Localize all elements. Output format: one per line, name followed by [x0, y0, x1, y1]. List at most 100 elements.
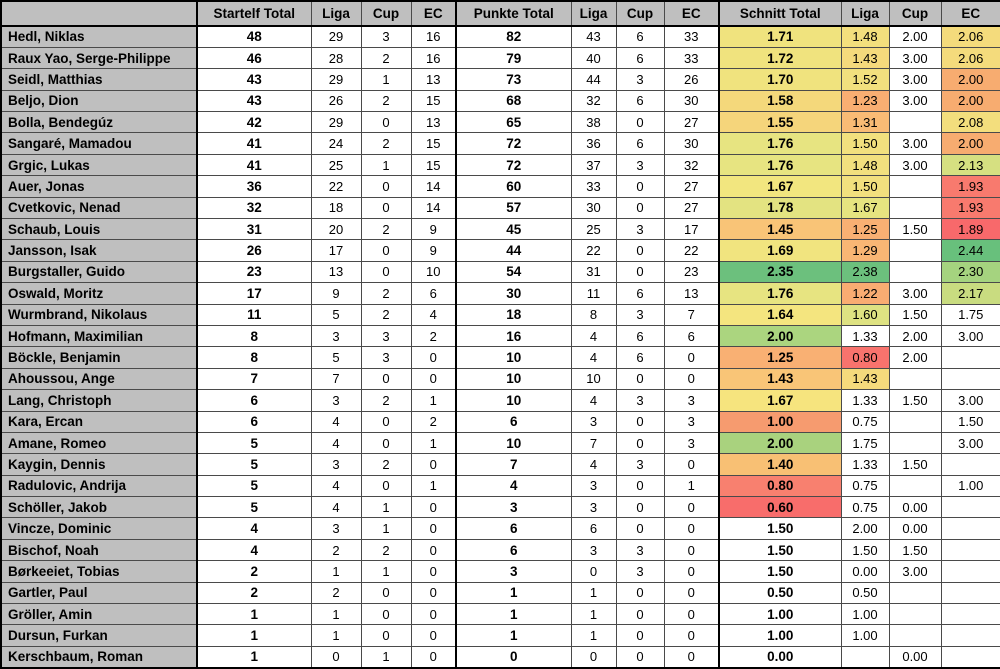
cell-schnitt-cup[interactable] [888, 603, 942, 626]
cell-startelf-liga[interactable]: 24 [310, 132, 362, 155]
cell-punkte-total[interactable]: 6 [455, 517, 572, 540]
column-header-schnitt-ec[interactable]: EC [940, 0, 1000, 27]
player-name-cell[interactable]: Grgic, Lukas [0, 153, 198, 177]
cell-schnitt-total[interactable]: 1.58 [718, 89, 842, 113]
cell-punkte-cup[interactable]: 0 [615, 645, 665, 669]
cell-schnitt-total[interactable]: 1.25 [718, 346, 842, 369]
cell-schnitt-total[interactable]: 1.67 [718, 389, 842, 412]
cell-punkte-cup[interactable]: 0 [615, 431, 665, 455]
cell-schnitt-liga[interactable]: 1.33 [840, 389, 890, 412]
cell-startelf-total[interactable]: 2 [196, 581, 312, 605]
cell-punkte-ec[interactable]: 30 [663, 132, 720, 155]
cell-punkte-ec[interactable]: 26 [663, 68, 720, 91]
player-name-cell[interactable]: Sangaré, Mamadou [0, 132, 198, 155]
cell-startelf-cup[interactable]: 2 [360, 218, 412, 241]
cell-startelf-cup[interactable]: 0 [360, 603, 412, 626]
cell-punkte-total[interactable]: 1 [455, 603, 572, 626]
cell-schnitt-ec[interactable]: 3.00 [940, 431, 1000, 455]
player-name-cell[interactable]: Auer, Jonas [0, 175, 198, 198]
cell-startelf-liga[interactable]: 18 [310, 196, 362, 220]
cell-punkte-ec[interactable]: 0 [663, 603, 720, 626]
player-name-cell[interactable]: Schaub, Louis [0, 218, 198, 241]
cell-startelf-cup[interactable]: 0 [360, 624, 412, 647]
cell-schnitt-ec[interactable]: 1.89 [940, 218, 1000, 241]
player-name-cell[interactable]: Schöller, Jakob [0, 496, 198, 519]
cell-schnitt-cup[interactable] [888, 624, 942, 647]
cell-schnitt-liga[interactable]: 1.48 [840, 153, 890, 177]
cell-schnitt-total[interactable]: 1.40 [718, 453, 842, 476]
cell-punkte-ec[interactable]: 0 [663, 645, 720, 669]
cell-schnitt-total[interactable]: 2.35 [718, 260, 842, 284]
player-name-cell[interactable]: Gröller, Amin [0, 603, 198, 626]
cell-punkte-cup[interactable]: 0 [615, 603, 665, 626]
cell-startelf-liga[interactable]: 20 [310, 218, 362, 241]
cell-schnitt-ec[interactable]: 2.00 [940, 68, 1000, 91]
cell-startelf-ec[interactable]: 0 [410, 645, 457, 669]
cell-schnitt-liga[interactable]: 1.33 [840, 453, 890, 476]
column-header-schnitt-cup[interactable]: Cup [888, 0, 942, 27]
cell-startelf-cup[interactable]: 0 [360, 260, 412, 284]
cell-schnitt-ec[interactable] [940, 453, 1000, 476]
cell-punkte-total[interactable]: 18 [455, 303, 572, 326]
cell-startelf-ec[interactable]: 2 [410, 324, 457, 348]
cell-schnitt-liga[interactable]: 1.31 [840, 111, 890, 134]
cell-schnitt-total[interactable]: 2.00 [718, 431, 842, 455]
cell-schnitt-cup[interactable] [888, 239, 942, 262]
cell-schnitt-cup[interactable]: 1.50 [888, 303, 942, 326]
cell-schnitt-total[interactable]: 1.76 [718, 282, 842, 305]
cell-punkte-cup[interactable]: 0 [615, 175, 665, 198]
cell-punkte-ec[interactable]: 30 [663, 89, 720, 113]
cell-schnitt-liga[interactable]: 1.00 [840, 624, 890, 647]
cell-startelf-cup[interactable]: 3 [360, 324, 412, 348]
cell-schnitt-liga[interactable]: 1.50 [840, 132, 890, 155]
cell-schnitt-ec[interactable] [940, 560, 1000, 583]
cell-startelf-ec[interactable]: 0 [410, 453, 457, 476]
player-name-cell[interactable]: Radulovic, Andrija [0, 474, 198, 498]
cell-punkte-ec[interactable]: 33 [663, 46, 720, 70]
cell-schnitt-cup[interactable] [888, 410, 942, 433]
cell-schnitt-total[interactable]: 1.67 [718, 175, 842, 198]
cell-schnitt-liga[interactable]: 1.25 [840, 218, 890, 241]
cell-startelf-liga[interactable]: 13 [310, 260, 362, 284]
cell-punkte-total[interactable]: 10 [455, 346, 572, 369]
cell-startelf-ec[interactable]: 14 [410, 196, 457, 220]
cell-startelf-cup[interactable]: 3 [360, 25, 412, 48]
cell-schnitt-ec[interactable]: 2.00 [940, 89, 1000, 113]
cell-punkte-cup[interactable]: 0 [615, 196, 665, 220]
cell-punkte-liga[interactable]: 30 [570, 196, 617, 220]
cell-startelf-ec[interactable]: 0 [410, 581, 457, 605]
cell-schnitt-cup[interactable]: 2.00 [888, 346, 942, 369]
cell-startelf-liga[interactable]: 3 [310, 453, 362, 476]
cell-startelf-liga[interactable]: 5 [310, 303, 362, 326]
cell-punkte-ec[interactable]: 0 [663, 496, 720, 519]
cell-schnitt-cup[interactable]: 1.50 [888, 389, 942, 412]
cell-schnitt-total[interactable]: 1.00 [718, 624, 842, 647]
column-header-punkte-liga[interactable]: Liga [570, 0, 617, 27]
cell-punkte-cup[interactable]: 0 [615, 624, 665, 647]
cell-schnitt-cup[interactable]: 1.50 [888, 453, 942, 476]
cell-punkte-liga[interactable]: 3 [570, 496, 617, 519]
cell-schnitt-ec[interactable]: 2.30 [940, 260, 1000, 284]
cell-punkte-total[interactable]: 1 [455, 581, 572, 605]
column-header-startelf-cup[interactable]: Cup [360, 0, 412, 27]
cell-startelf-cup[interactable]: 1 [360, 153, 412, 177]
cell-schnitt-liga[interactable]: 0.75 [840, 474, 890, 498]
cell-schnitt-liga[interactable]: 1.75 [840, 431, 890, 455]
cell-schnitt-liga[interactable]: 2.38 [840, 260, 890, 284]
cell-schnitt-total[interactable]: 0.60 [718, 496, 842, 519]
cell-punkte-cup[interactable]: 0 [615, 496, 665, 519]
cell-startelf-liga[interactable]: 3 [310, 517, 362, 540]
cell-schnitt-cup[interactable] [888, 474, 942, 498]
player-name-cell[interactable]: Cvetkovic, Nenad [0, 196, 198, 220]
cell-startelf-total[interactable]: 32 [196, 196, 312, 220]
cell-startelf-total[interactable]: 5 [196, 474, 312, 498]
cell-startelf-liga[interactable]: 1 [310, 624, 362, 647]
cell-schnitt-total[interactable]: 1.45 [718, 218, 842, 241]
cell-startelf-ec[interactable]: 15 [410, 132, 457, 155]
cell-schnitt-liga[interactable]: 1.22 [840, 282, 890, 305]
cell-startelf-cup[interactable]: 2 [360, 389, 412, 412]
cell-punkte-ec[interactable]: 0 [663, 517, 720, 540]
cell-schnitt-liga[interactable]: 0.80 [840, 346, 890, 369]
cell-startelf-total[interactable]: 46 [196, 46, 312, 70]
cell-punkte-total[interactable]: 6 [455, 538, 572, 562]
